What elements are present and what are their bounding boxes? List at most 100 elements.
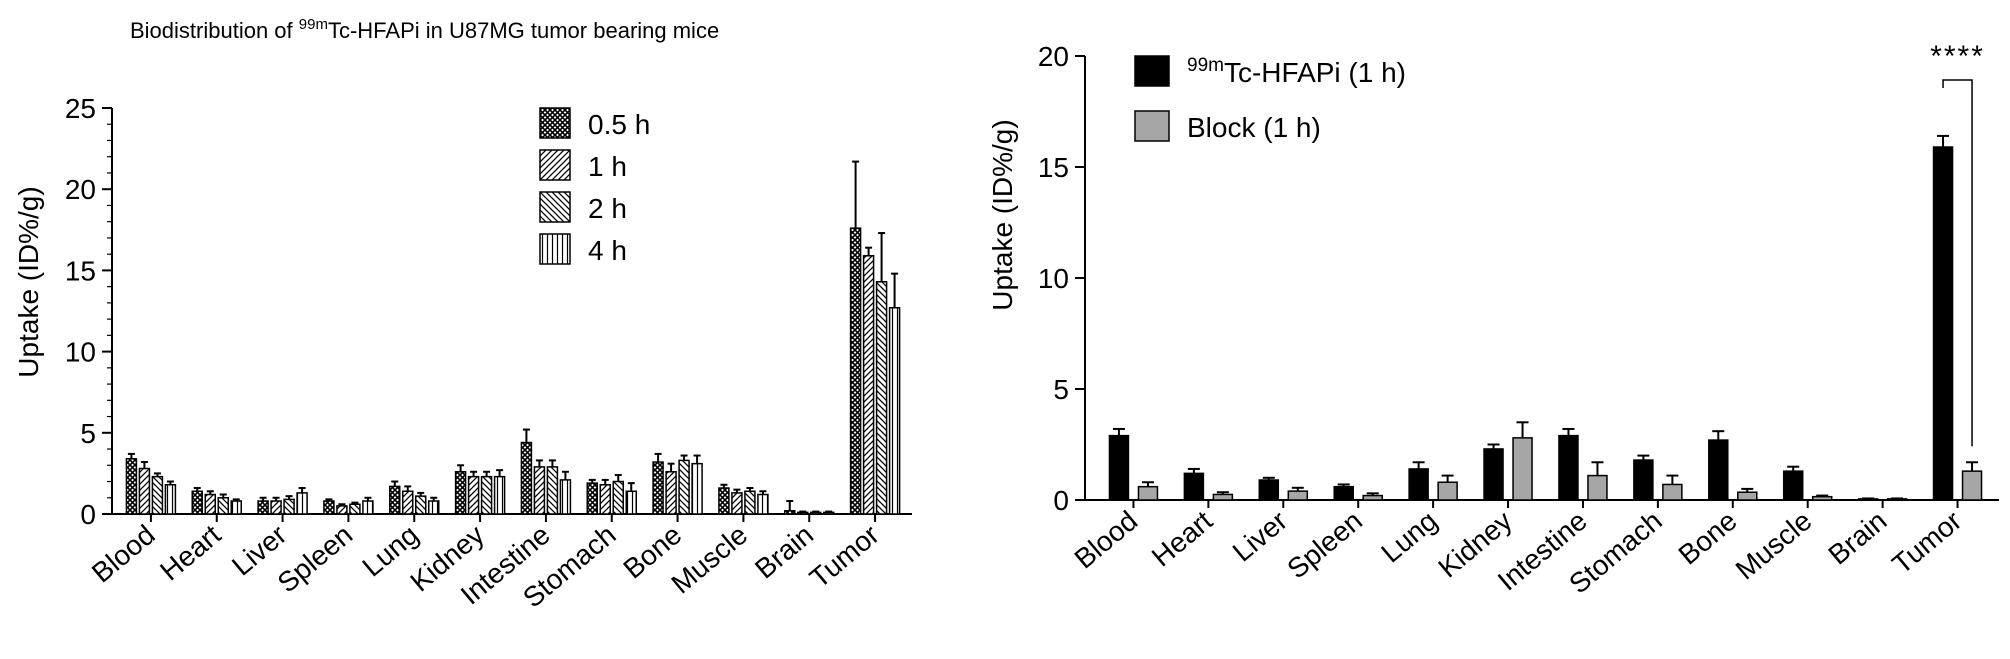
bar (493, 475, 506, 515)
y-tick-label: 25 (65, 93, 96, 124)
legend-label: 2 h (588, 193, 627, 224)
bar (625, 490, 637, 515)
bar (230, 500, 242, 515)
bar (1737, 491, 1758, 501)
bar (757, 493, 769, 515)
bar (1108, 434, 1130, 501)
bar (336, 505, 348, 515)
legend-swatch (539, 233, 571, 265)
bar (678, 459, 690, 515)
bar (1137, 485, 1159, 501)
bar (1633, 459, 1654, 501)
bar (270, 500, 282, 515)
bar (612, 480, 624, 515)
legend-label: 1 h (588, 151, 627, 182)
y-tick-label: 5 (80, 418, 96, 449)
bar (1408, 468, 1429, 501)
x-tick-label: Tumor (804, 519, 885, 594)
bar (362, 500, 374, 515)
y-tick-label: 15 (1038, 152, 1069, 183)
bar (744, 490, 756, 515)
bar (323, 500, 335, 515)
bar (1437, 481, 1458, 501)
bar (862, 255, 875, 515)
bar (888, 307, 901, 515)
y-tick-label: 5 (1053, 374, 1069, 405)
bar (810, 511, 822, 515)
y-tick-label: 10 (65, 337, 96, 368)
chart-left-title: Biodistribution of 99mTc-HFAPi in U87MG … (130, 16, 719, 43)
bar (283, 498, 295, 515)
y-tick-label: 20 (1038, 41, 1069, 72)
bar (402, 490, 414, 515)
bar (480, 475, 493, 515)
bar (204, 493, 216, 515)
bar (599, 484, 611, 515)
bar (1708, 439, 1729, 501)
legend-swatch (1134, 110, 1170, 142)
chart-left-bars (125, 160, 901, 515)
x-tick-label: Spleen (1281, 505, 1368, 585)
bar (217, 497, 229, 515)
bar (823, 511, 835, 515)
bar (1333, 485, 1354, 501)
bar (164, 484, 177, 515)
bar (1932, 146, 1954, 501)
legend-swatch (1134, 55, 1170, 87)
chart-right-bars (1108, 134, 1983, 501)
bar (138, 467, 151, 515)
bar (797, 511, 809, 515)
x-tick-label: Spleen (272, 519, 359, 599)
chart-left: Biodistribution of 99mTc-HFAPi in U87MG … (13, 16, 912, 614)
bar (533, 466, 546, 515)
chart-left-legend: 0.5 h 1 h 2 h 4 h (539, 107, 650, 266)
bar (389, 485, 401, 515)
bar (349, 503, 361, 515)
chart-right-ylabel: Uptake (ID%/g) (987, 119, 1018, 310)
legend-label: 0.5 h (588, 109, 650, 140)
bar (1782, 470, 1804, 501)
bar (718, 487, 730, 515)
bar (559, 479, 572, 515)
bar (1512, 437, 1533, 501)
bar (1587, 474, 1608, 501)
bar (1662, 483, 1683, 501)
significance-bracket (1942, 79, 1973, 447)
x-tick-label: Blood (86, 519, 161, 589)
bar (652, 461, 664, 515)
y-tick-label: 0 (1053, 485, 1069, 516)
bar (415, 495, 427, 515)
legend-swatch (539, 107, 571, 139)
bar (875, 281, 888, 515)
bar (296, 492, 308, 515)
bar (125, 458, 138, 515)
bar (1483, 448, 1504, 501)
chart-right-legend: 99mTc-HFAPi (1 h) Block (1 h) (1134, 55, 1406, 143)
x-tick-label: Blood (1069, 505, 1144, 575)
bar (691, 462, 703, 515)
bar (1961, 470, 1983, 501)
bar (1811, 495, 1833, 501)
bar (1212, 493, 1234, 501)
bar (665, 471, 677, 515)
x-tick-label: Tumor (1886, 505, 1967, 580)
x-tick-label: Brain (1822, 505, 1892, 571)
bar (1287, 490, 1309, 501)
bar (257, 500, 269, 515)
bar (784, 510, 796, 515)
bar (151, 475, 164, 515)
bar (586, 482, 598, 515)
chart-left-ylabel: Uptake (ID%/g) (13, 186, 44, 377)
bar (428, 500, 440, 515)
significance-label: **** (1930, 40, 1985, 73)
bar (191, 490, 203, 515)
y-tick-label: 10 (1038, 263, 1069, 294)
y-tick-label: 0 (80, 499, 96, 530)
bar (546, 466, 559, 515)
bar (849, 227, 862, 515)
x-tick-label: Heart (154, 519, 227, 587)
